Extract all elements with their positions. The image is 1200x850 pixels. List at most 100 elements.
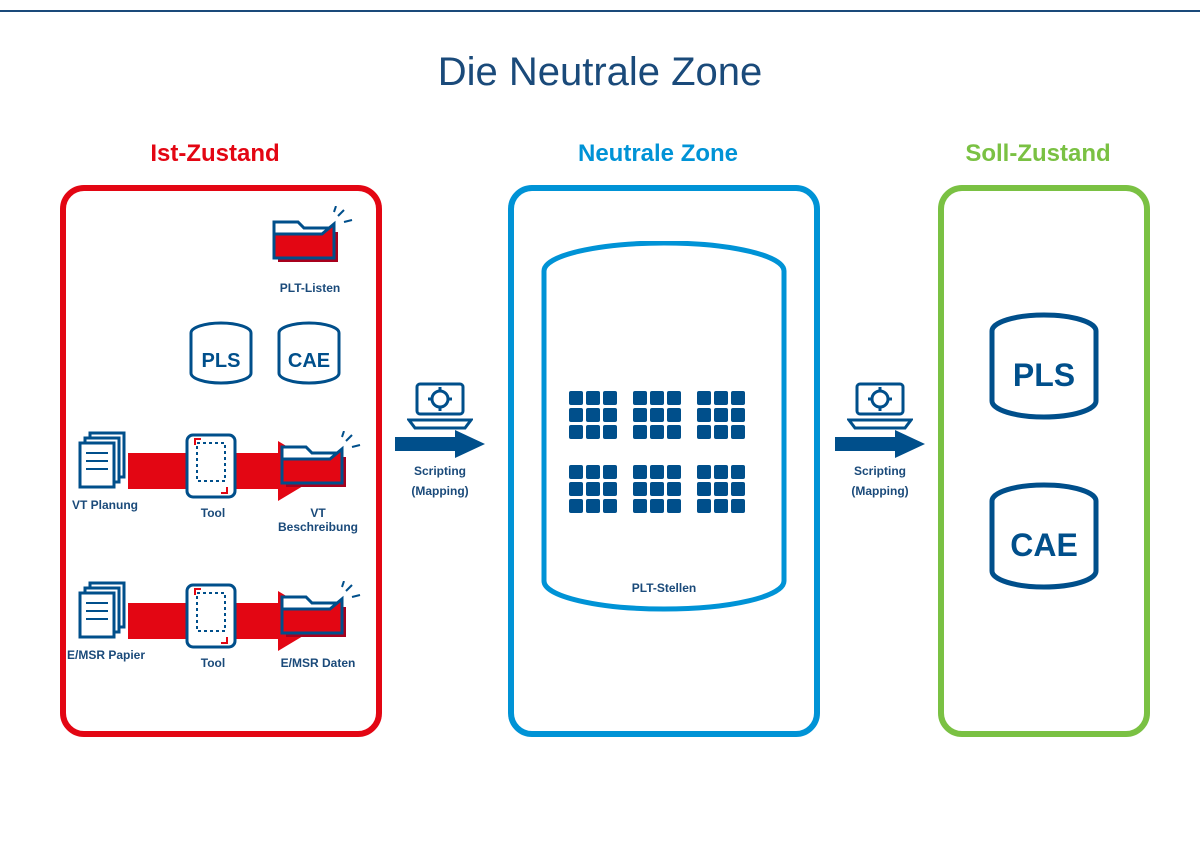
grid-cell <box>633 465 647 479</box>
ist-box: PLT-Listen PLS CAE <box>60 185 382 737</box>
ist-header: Ist-Zustand <box>60 140 370 168</box>
grid-cell <box>569 482 583 496</box>
ist-db-row: PLS CAE <box>186 321 344 396</box>
arrow1-label2: (Mapping) <box>395 484 485 498</box>
grid-cell <box>603 425 617 439</box>
top-rule <box>0 10 1200 12</box>
neutral-header: Neutrale Zone <box>508 140 808 168</box>
grid-cell <box>731 391 745 405</box>
grid-cell <box>650 391 664 405</box>
tool2: Tool <box>183 581 243 670</box>
grid-cell <box>603 408 617 422</box>
emsr-daten-label: E/MSR Daten <box>272 656 364 670</box>
grid-cell <box>731 499 745 513</box>
svg-text:CAE: CAE <box>1010 527 1078 563</box>
grid-cell <box>667 499 681 513</box>
grid-cell <box>697 391 711 405</box>
plt-stellen-label: PLT-Stellen <box>514 581 814 595</box>
grid-cell <box>697 465 711 479</box>
soll-header: Soll-Zustand <box>938 140 1138 168</box>
diagram-canvas: Die Neutrale Zone Ist-Zustand Neutrale Z… <box>0 0 1200 850</box>
arrow-group-1: Scripting (Mapping) <box>395 380 485 499</box>
grid-cell <box>714 408 728 422</box>
grid-cell <box>714 425 728 439</box>
tablet-icon <box>183 581 239 651</box>
grid-cell <box>569 391 583 405</box>
arrow-icon <box>835 430 925 458</box>
laptop-gear-icon <box>407 380 473 430</box>
cylinder-icon: PLS <box>186 321 256 391</box>
grid-cell <box>586 499 600 513</box>
grid-cell <box>697 482 711 496</box>
folder-icon <box>272 581 364 651</box>
plt-listen-group: PLT-Listen <box>264 206 356 295</box>
soll-pls: PLS <box>984 311 1104 436</box>
grid-cell <box>633 482 647 496</box>
grid-cell <box>667 425 681 439</box>
soll-box: PLS CAE <box>938 185 1150 737</box>
grid-cell <box>697 499 711 513</box>
grid-cell <box>650 499 664 513</box>
laptop-gear-icon <box>847 380 913 430</box>
grid-cell <box>667 408 681 422</box>
grid-cell <box>586 482 600 496</box>
grid-cell <box>667 482 681 496</box>
grid-cell <box>603 465 617 479</box>
svg-text:CAE: CAE <box>288 350 330 372</box>
grid-cell <box>586 465 600 479</box>
grid-cell <box>569 465 583 479</box>
grid-cell <box>697 425 711 439</box>
grid-cell <box>714 465 728 479</box>
grid-cell <box>667 465 681 479</box>
pls-cyl: PLS <box>186 321 256 396</box>
vt-beschreibung: VT Beschreibung <box>272 431 364 534</box>
vt-beschreibung-label: VT Beschreibung <box>272 506 364 534</box>
arrow2-label2: (Mapping) <box>835 484 925 498</box>
grid-cell <box>731 425 745 439</box>
emsr-daten: E/MSR Daten <box>272 581 364 670</box>
grid-cell <box>586 425 600 439</box>
grid-cell <box>650 425 664 439</box>
grid-cell <box>633 391 647 405</box>
plt-listen-label: PLT-Listen <box>264 281 356 295</box>
grid-cell <box>731 408 745 422</box>
tool1-label: Tool <box>183 506 243 520</box>
tool2-label: Tool <box>183 656 243 670</box>
row-emsr: E/MSR Papier Tool <box>78 581 364 711</box>
grid-cell <box>603 391 617 405</box>
cylinder-icon: CAE <box>984 481 1104 601</box>
svg-text:PLS: PLS <box>1013 357 1075 393</box>
documents-icon <box>78 431 132 493</box>
grid-cell <box>569 499 583 513</box>
grid-cell <box>569 408 583 422</box>
grid-cell <box>586 408 600 422</box>
folder-icon <box>264 206 356 276</box>
row-vt: VT Planung Tool <box>78 431 364 561</box>
cylinder-icon: CAE <box>274 321 344 391</box>
neutral-box: PLT-Stellen <box>508 185 820 737</box>
grid-cell <box>650 408 664 422</box>
grid-cell <box>667 391 681 405</box>
grid-cell <box>731 465 745 479</box>
grid-cell <box>586 391 600 405</box>
arrow-icon <box>395 430 485 458</box>
arrow2-label1: Scripting <box>835 464 925 478</box>
grid-cell <box>714 499 728 513</box>
grid-cell <box>650 482 664 496</box>
arrow-group-2: Scripting (Mapping) <box>835 380 925 499</box>
documents-icon <box>78 581 132 643</box>
grid-cell <box>633 408 647 422</box>
grid-cell <box>714 482 728 496</box>
grid-cell <box>731 482 745 496</box>
grid-cell <box>714 391 728 405</box>
grid-cell <box>569 425 583 439</box>
grid-cell <box>650 465 664 479</box>
soll-cae: CAE <box>984 481 1104 606</box>
grid-cell <box>603 482 617 496</box>
page-title: Die Neutrale Zone <box>0 50 1200 95</box>
grid-cell <box>633 499 647 513</box>
grid-cell <box>697 408 711 422</box>
arrow1-label1: Scripting <box>395 464 485 478</box>
grid-cell <box>633 425 647 439</box>
folder-icon <box>272 431 364 501</box>
